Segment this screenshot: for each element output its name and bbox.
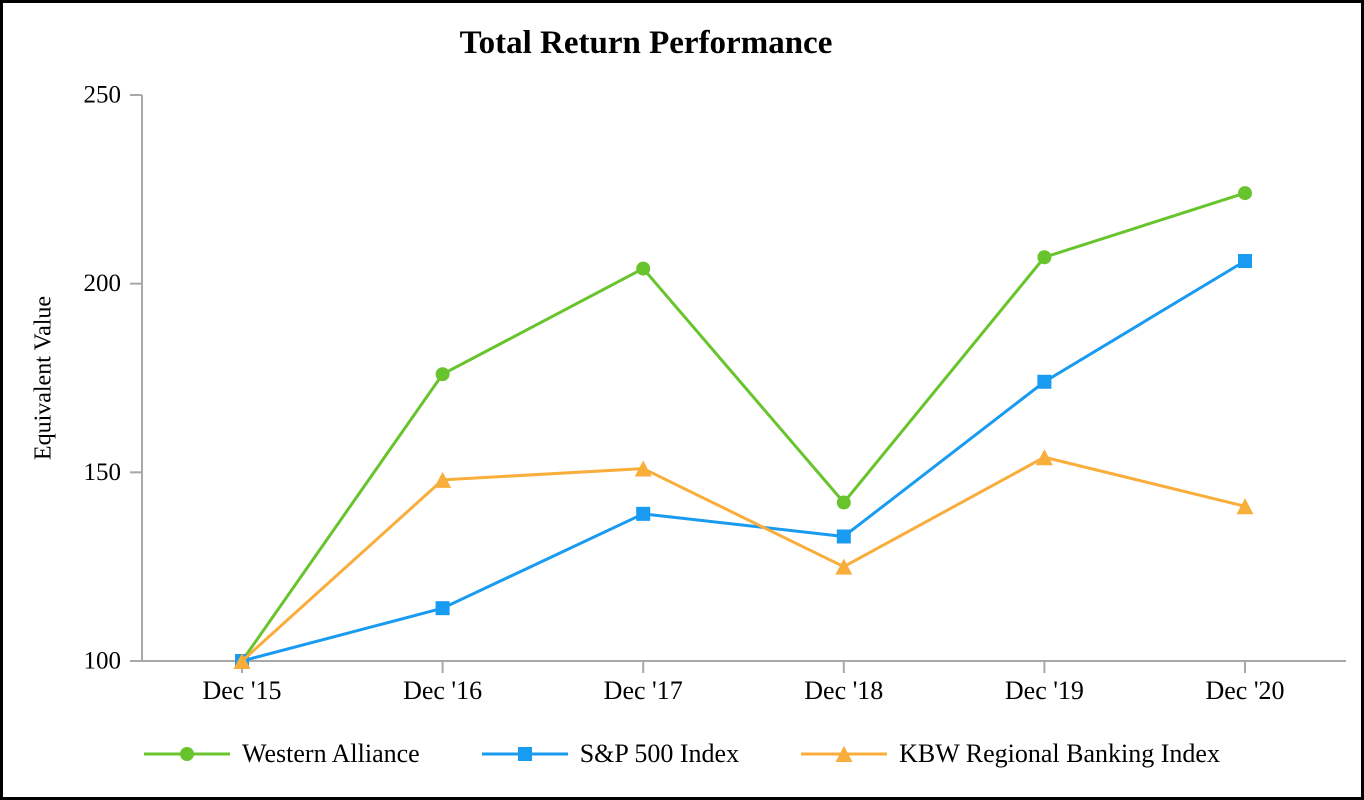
data-point-marker — [636, 261, 651, 276]
legend-item-kbw-regional-banking-index: KBW Regional Banking Index — [801, 739, 1220, 769]
x-tick-label: Dec '18 — [804, 676, 883, 705]
data-point-marker — [836, 529, 851, 544]
chart-legend: Western Alliance S&P 500 Index KBW Regiona… — [3, 739, 1361, 769]
series-western-alliance — [235, 186, 1252, 668]
y-tick-label: 150 — [84, 459, 122, 486]
legend-label: Western Alliance — [242, 739, 420, 768]
legend-label: S&P 500 Index — [579, 739, 740, 768]
data-point-marker — [435, 601, 450, 616]
x-tick-label: Dec '20 — [1205, 676, 1284, 705]
legend-label: KBW Regional Banking Index — [899, 739, 1220, 768]
triangle-legend-swatch — [801, 746, 888, 762]
data-point-marker — [836, 495, 851, 510]
data-point-marker — [1037, 250, 1052, 265]
y-tick-label: 250 — [84, 82, 122, 109]
data-point-marker — [517, 747, 532, 761]
data-point-marker — [180, 747, 195, 761]
data-point-marker — [434, 471, 452, 488]
x-tick-label: Dec '15 — [202, 676, 281, 705]
y-tick-label: 200 — [84, 270, 122, 297]
x-tick-label: Dec '17 — [604, 676, 683, 705]
legend-item-western-alliance: Western Alliance — [144, 739, 420, 769]
legend-item-s-p-500-index: S&P 500 Index — [481, 739, 740, 769]
data-point-marker — [1037, 374, 1052, 389]
circle-legend-swatch — [144, 747, 231, 761]
data-point-marker — [634, 460, 652, 477]
chart-title: Total Return Performance — [459, 25, 833, 61]
series-s-p-500-index — [235, 254, 1252, 668]
data-point-marker — [636, 506, 651, 521]
series-kbw-regional-banking-index — [233, 449, 1254, 669]
axes — [130, 94, 1346, 673]
data-point-marker — [835, 558, 853, 575]
data-point-marker — [233, 653, 251, 669]
data-point-marker — [1238, 254, 1252, 269]
data-point-marker — [1035, 449, 1053, 466]
x-tick-label: Dec '16 — [403, 676, 482, 705]
series-line — [240, 259, 1247, 663]
tick-labels: 100 150 200 250 Dec '15 Dec '16 Dec '17 Dec '18… — [84, 82, 1285, 706]
data-point-marker — [1236, 498, 1254, 515]
y-tick-label: 100 — [84, 648, 122, 675]
series-line — [240, 191, 1247, 663]
x-tick-label: Dec '19 — [1005, 676, 1084, 705]
data-point-marker — [435, 367, 450, 382]
square-legend-swatch — [481, 747, 568, 761]
data-point-marker — [835, 746, 853, 762]
plot-area: 100 150 200 250 Dec '15 Dec '16 Dec '17 Dec '18… — [84, 82, 1346, 706]
series-line — [240, 455, 1247, 663]
data-point-marker — [1238, 186, 1252, 201]
